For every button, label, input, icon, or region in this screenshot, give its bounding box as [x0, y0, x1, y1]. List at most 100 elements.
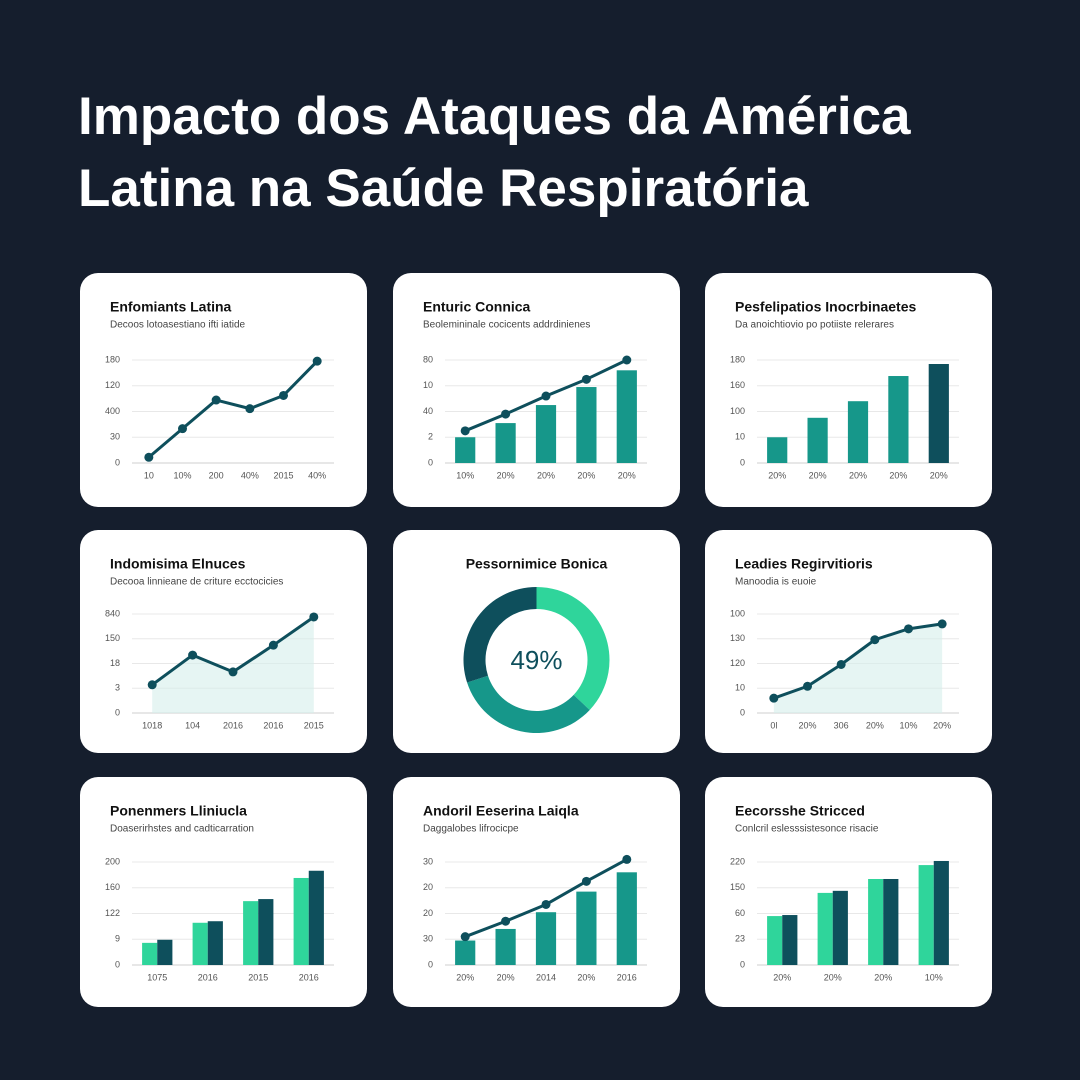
bar [888, 376, 909, 463]
bar [495, 423, 516, 463]
card-subtitle: Manoodia is euoie [735, 577, 817, 588]
card-subtitle: Decooa linnieane de criture ecctocicies [110, 577, 283, 588]
line-point [228, 667, 238, 677]
card-title: Leadies Regirvitioris [735, 556, 873, 572]
line-point [803, 681, 812, 691]
y-tick-label: 120 [105, 380, 120, 390]
y-tick-label: 9 [115, 934, 120, 944]
card-title: Eecorsshe Stricced [735, 803, 865, 819]
bar [207, 921, 223, 965]
card-title: Enturic Connica [423, 299, 531, 315]
donut-segment [467, 675, 590, 733]
x-tick-label: 20% [798, 720, 816, 730]
card-title: Ponenmers Lliniucla [110, 803, 247, 819]
y-tick-label: 840 [105, 608, 120, 618]
x-tick-label: 20% [773, 972, 791, 982]
card-subtitle: Beolemininale cocicents addrdinienes [423, 320, 590, 331]
bar [868, 878, 884, 965]
bar [782, 915, 798, 965]
card [393, 530, 680, 753]
card-subtitle: Decoos lotoasestiano ifti iatide [110, 320, 246, 331]
donut-segment [463, 587, 537, 683]
x-tick-label: 1075 [147, 972, 167, 982]
bar [767, 916, 783, 965]
x-tick-label: 10% [456, 470, 474, 480]
y-tick-label: 30 [423, 856, 433, 866]
bar [616, 872, 637, 965]
bar [918, 865, 934, 965]
x-tick-label: 40% [308, 470, 326, 480]
bar [535, 912, 557, 965]
y-tick-label: 200 [105, 856, 120, 866]
x-tick-label: 20% [497, 972, 515, 982]
donut-segment [536, 587, 610, 710]
line-point [268, 640, 278, 650]
y-tick-label: 18 [110, 658, 120, 668]
bar [535, 405, 557, 463]
bar [293, 877, 309, 965]
x-tick-label: 2015 [273, 470, 293, 480]
y-tick-label: 0 [115, 707, 120, 717]
line-point [501, 916, 511, 926]
x-tick-label: 2016 [263, 720, 283, 730]
area-fill [152, 616, 314, 713]
bar [576, 891, 597, 965]
x-tick-label: 0l [770, 720, 777, 730]
card-title: Indomisima Elnuces [110, 556, 246, 572]
y-tick-label: 10 [735, 432, 745, 442]
x-tick-label: 20% [577, 972, 595, 982]
line-point [144, 452, 154, 462]
y-tick-label: 180 [730, 354, 745, 364]
card-title: Pessornimice Bonica [466, 556, 608, 572]
x-tick-label: 40% [241, 470, 259, 480]
bar [495, 928, 516, 965]
x-tick-label: 20% [768, 470, 786, 480]
line-point [188, 650, 198, 660]
y-tick-label: 30 [110, 432, 120, 442]
card-title: Pesfelipatios Inocrbinaetes [735, 299, 916, 315]
bar [258, 899, 274, 965]
y-tick-label: 0 [115, 959, 120, 969]
bar [455, 437, 476, 463]
y-tick-label: 160 [105, 882, 120, 892]
x-tick-label: 20% [866, 720, 884, 730]
y-tick-label: 80 [423, 354, 433, 364]
line-point [937, 619, 947, 629]
y-tick-label: 0 [428, 959, 433, 969]
page-title: Latina na Saúde Respiratória [78, 159, 809, 218]
line-point [178, 424, 187, 434]
x-tick-label: 2016 [299, 972, 319, 982]
line [147, 360, 319, 459]
x-tick-label: 20% [456, 972, 474, 982]
x-tick-label: 200 [209, 470, 224, 480]
bar [576, 387, 597, 463]
x-tick-label: 2015 [304, 720, 324, 730]
card-subtitle: Da anoichtiovio po potiiste relerares [735, 320, 894, 331]
bar [807, 417, 828, 463]
x-tick-label: 20% [930, 470, 948, 480]
x-tick-label: 1018 [142, 720, 162, 730]
x-tick-label: 2016 [617, 972, 637, 982]
bar [767, 437, 788, 463]
y-tick-label: 130 [730, 633, 745, 643]
x-tick-label: 2015 [248, 972, 268, 982]
y-tick-label: 160 [730, 380, 745, 390]
bar [928, 364, 949, 463]
line-point [279, 390, 288, 400]
x-tick-label: 2016 [198, 972, 218, 982]
y-tick-label: 100 [730, 406, 745, 416]
line-point [541, 391, 551, 401]
line-point [312, 356, 322, 366]
y-tick-label: 23 [735, 934, 745, 944]
y-tick-label: 0 [115, 457, 120, 467]
line-point [870, 635, 880, 645]
line-point [460, 932, 470, 942]
card-subtitle: Doaserirhstes and cadticarration [110, 824, 254, 835]
x-tick-label: 2016 [223, 720, 243, 730]
x-tick-label: 10% [925, 972, 943, 982]
line-point [769, 693, 779, 703]
y-tick-label: 3 [115, 683, 120, 693]
card [80, 273, 367, 507]
line-point [211, 395, 221, 405]
line-point [622, 854, 632, 864]
